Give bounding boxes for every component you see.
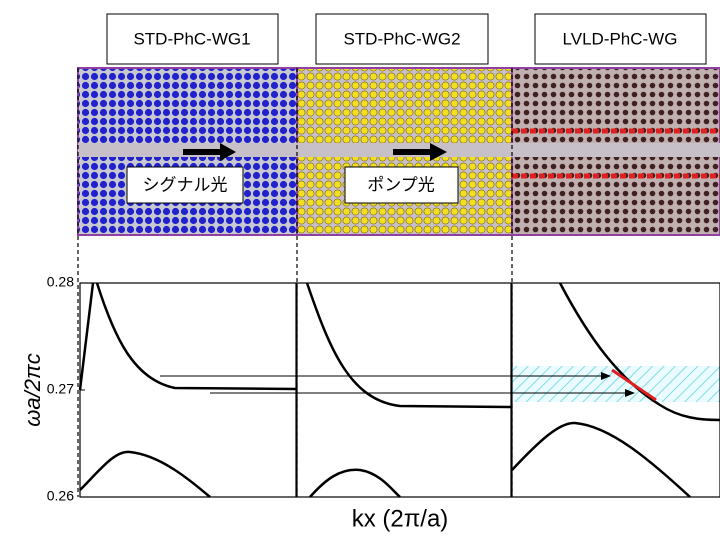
- wg-label: STD-PhC-WG1: [133, 29, 250, 48]
- y-tick-label: 0.26: [47, 488, 74, 504]
- beam-label: シグナル光: [143, 175, 228, 194]
- y-tick-label: 0.27: [47, 381, 74, 397]
- y-tick-label: 0.28: [47, 274, 74, 290]
- wg-label: STD-PhC-WG2: [343, 29, 460, 48]
- bands: [80, 283, 720, 497]
- beam-label: ポンプ光: [367, 175, 435, 194]
- crystal: [78, 68, 720, 235]
- y-axis-label: ωa/2πc: [20, 353, 45, 426]
- figure: STD-PhC-WG1 STD-PhC-WG2 LVLD-PhC-WG シグナル…: [0, 0, 720, 538]
- wg-label: LVLD-PhC-WG: [563, 29, 678, 48]
- x-axis-label: kx (2π/a): [352, 505, 449, 532]
